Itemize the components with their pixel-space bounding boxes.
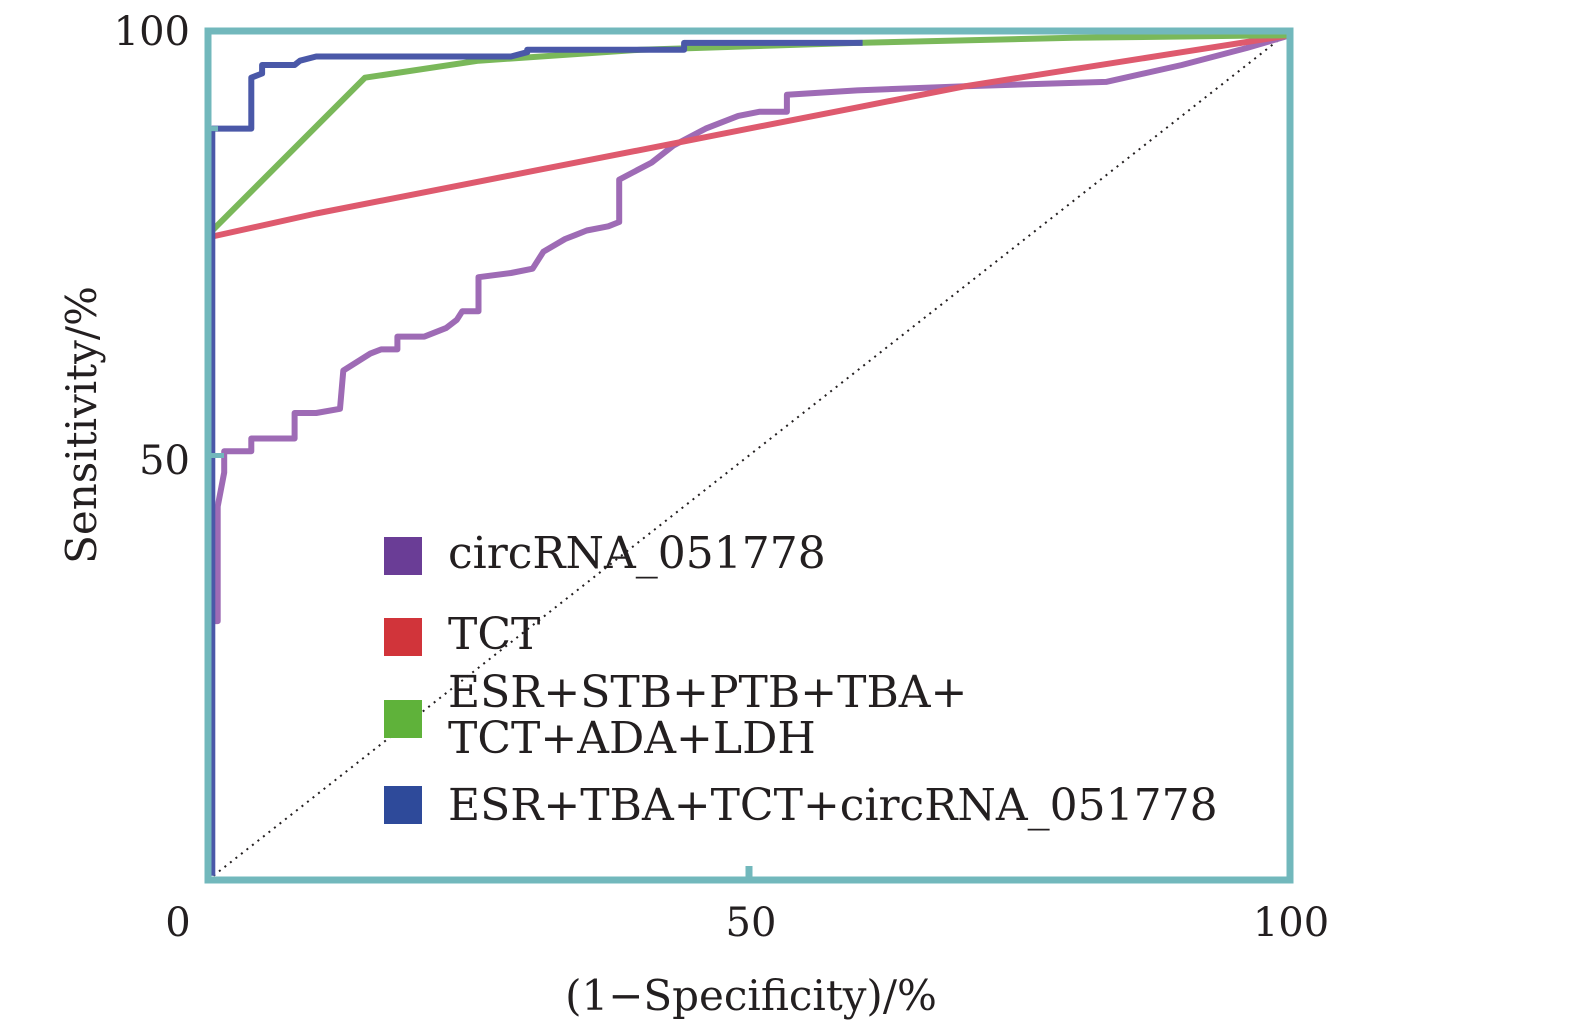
legend-swatch-combo-four bbox=[384, 786, 422, 824]
legend-label-tct: TCT bbox=[448, 609, 540, 660]
legend-label-circrna-051778: circRNA_051778 bbox=[448, 528, 826, 579]
plot-area bbox=[204, 27, 1294, 884]
legend-swatch-combo-seven bbox=[384, 700, 422, 738]
legend: circRNA_051778 TCT ESR+STB+PTB+TBA+ TCT+… bbox=[384, 528, 1218, 831]
series-line-tct bbox=[211, 32, 1291, 240]
legend-swatch-tct bbox=[384, 618, 422, 656]
legend-label-combo-four: ESR+TBA+TCT+circRNA_051778 bbox=[448, 780, 1218, 831]
legend-swatch-circrna-051778 bbox=[384, 537, 422, 575]
y-tick-100: 100 bbox=[114, 9, 190, 55]
legend-label-combo-seven: ESR+STB+PTB+TBA+ TCT+ADA+LDH bbox=[448, 667, 981, 764]
x-tick-100: 100 bbox=[1253, 900, 1329, 946]
series-line-combo-four bbox=[209, 39, 863, 876]
x-tick-0: 0 bbox=[165, 900, 190, 946]
y-axis-label: Sensitivity/% bbox=[57, 286, 106, 564]
y-tick-50: 50 bbox=[139, 438, 190, 484]
diagonal-reference-line bbox=[207, 30, 1291, 881]
x-tick-50: 50 bbox=[726, 900, 777, 946]
series-line-circrna-051778 bbox=[212, 32, 1291, 625]
legend-label-combo-seven-line-2: TCT+ADA+LDH bbox=[448, 713, 816, 764]
legend-label-combo-seven-line-1: ESR+STB+PTB+TBA+ bbox=[448, 667, 967, 718]
x-axis-label: (1−Specificity)/% bbox=[565, 971, 937, 1020]
